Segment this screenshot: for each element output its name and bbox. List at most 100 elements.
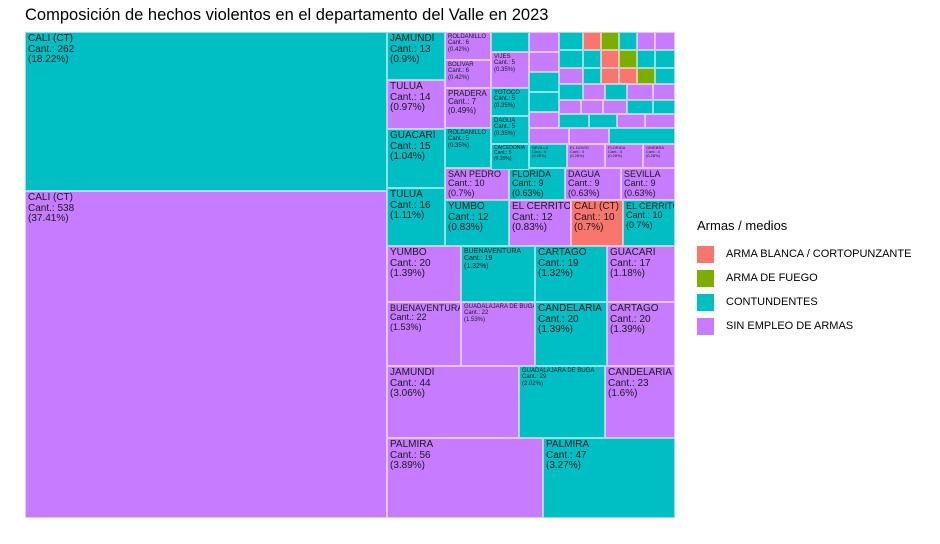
tile-label: JAMUNDÍ Cant.: 44 (3.06%) (390, 367, 435, 400)
tile-percent: (3.27%) (546, 460, 582, 471)
tile-count: Cant.: 56 (390, 449, 431, 461)
tile-name: CALI (CT) (28, 192, 73, 203)
treemap-tile: CARTAGO Cant.: 19 (1.32%) (535, 246, 607, 302)
treemap-tile-small (601, 50, 619, 68)
tile-name: SAN PEDRO (448, 169, 502, 179)
treemap-tile: FLORIDA Cant.: 9 (0.63%) (509, 168, 565, 200)
tile-name: PALMIRA (546, 439, 590, 450)
treemap-tile: CANDELARIA Cant.: 23 (1.6%) (605, 366, 675, 438)
tile-count: Cant.: 14 (390, 91, 431, 103)
tile-percent: (0.28%) (646, 153, 661, 159)
tile-label: FLORIDA Cant.: 4 (0.28%) (608, 145, 625, 159)
tile-percent: (0.35%) (494, 130, 516, 137)
tile-percent: (0.83%) (448, 222, 484, 233)
tile-label: EL CERRITO Cant.: 12 (0.83%) (512, 201, 571, 234)
treemap-tile: BUENAVENTURA Cant.: 19 (1.32%) (461, 246, 535, 302)
tile-name: JAMUNDÍ (390, 33, 435, 44)
tile-percent: (1.32%) (538, 268, 574, 279)
tile-name: VIJES (494, 54, 511, 60)
treemap-tile-small (583, 68, 601, 84)
tile-label: SEVILLA Cant.: 9 (0.63%) (624, 169, 661, 198)
tile-name: GUADALAJARA DE BUGA (464, 304, 535, 310)
tile-name: JAMUNDÍ (390, 367, 435, 378)
treemap-tile: SEVILLA Cant.: 4 (0.28%) (529, 144, 567, 168)
treemap-tile: CALI (CT) Cant.: 10 (0.7%) (571, 200, 623, 246)
tile-percent: (0.49%) (448, 105, 477, 115)
tile-name: GINEBRA (646, 145, 665, 150)
tile-count: Cant.: 5 (494, 96, 516, 103)
tile-name: PALMIRA (390, 439, 434, 450)
treemap-tile-small (645, 114, 675, 128)
tile-name: GUADALAJARA DE BUGA (522, 368, 595, 374)
legend-item: CONTUNDENTES (697, 290, 911, 314)
treemap-tile: VIJES Cant.: 5 (0.35%) (491, 52, 529, 88)
tile-name: BOLÍVAR (448, 62, 474, 68)
treemap-tile-small (559, 32, 583, 50)
treemap-tile-small (655, 32, 675, 50)
treemap-tile-small (627, 84, 653, 100)
treemap-tile: GUADALAJARA DE BUGA Cant.: 29 (2.02%) (519, 366, 605, 438)
treemap-tile-small (619, 68, 637, 84)
treemap-tile-small (619, 50, 637, 68)
legend-label: CONTUNDENTES (726, 296, 818, 308)
tile-label: BOLÍVAR Cant.: 6 (0.42%) (448, 62, 474, 81)
tile-percent: (1.11%) (390, 210, 425, 221)
tile-percent: (3.89%) (390, 460, 426, 471)
tile-count: Cant.: 10 (574, 211, 615, 223)
tile-name: EL CERRITO (512, 201, 571, 212)
tile-name: DAGUA (494, 118, 516, 124)
tile-percent: (0.35%) (494, 66, 516, 73)
tile-percent: (0.28%) (532, 153, 547, 159)
tile-count: Cant.: 6 (448, 40, 470, 47)
tile-name: EL CERRITO (626, 201, 675, 211)
tile-label: TULUÁ Cant.: 14 (0.97%) (390, 81, 431, 114)
tile-percent: (0.28%) (608, 153, 623, 159)
treemap-tile-small (609, 128, 675, 144)
tile-label: BUENAVENTURA Cant.: 22 (1.53%) (390, 303, 460, 332)
treemap-tile: EL CERRITO Cant.: 10 (0.7%) (623, 200, 675, 246)
legend-item: ARMA DE FUEGO (697, 266, 911, 290)
treemap-tile: SAN PEDRO Cant.: 10 (0.7%) (445, 168, 509, 200)
tile-name: SEVILLA (624, 169, 661, 179)
tile-label: GINEBRA Cant.: 4 (0.28%) (646, 145, 665, 159)
treemap-tile: YOTOCO Cant.: 5 (0.35%) (491, 88, 529, 116)
tile-count: Cant.: 262 (28, 43, 75, 55)
treemap-tile-small (637, 50, 655, 68)
treemap-tile-small (559, 100, 581, 114)
tile-percent: (1.32%) (464, 262, 489, 270)
treemap-tile: GUACARÍ Cant.: 17 (1.18%) (607, 246, 675, 302)
tile-name: SEVILLA (532, 145, 549, 150)
tile-label: EL CERRITO Cant.: 10 (0.7%) (626, 201, 675, 230)
tile-count: Cant.: 4 (570, 149, 585, 155)
treemap-tile-small (491, 32, 529, 52)
treemap-tile-small (653, 100, 675, 114)
legend-item: ARMA BLANCA / CORTOPUNZANTE (697, 242, 911, 266)
treemap-tile: PALMIRA Cant.: 56 (3.89%) (387, 438, 543, 518)
treemap-tile-small (529, 112, 559, 128)
treemap-tile: TULUÁ Cant.: 16 (1.11%) (387, 188, 445, 246)
tile-count: Cant.: 9 (568, 178, 600, 189)
tile-name: TULUÁ (390, 189, 423, 200)
tile-count: Cant.: 22 (390, 312, 427, 323)
tile-count: Cant.: 4 (646, 149, 661, 155)
tile-percent: (0.35%) (494, 102, 516, 109)
tile-percent: (1.04%) (390, 151, 426, 162)
treemap-tile: EL CERRITO Cant.: 12 (0.83%) (509, 200, 571, 246)
treemap-tile: CALI (CT) Cant.: 262 (18.22%) (25, 32, 387, 191)
treemap-tile-small (589, 114, 617, 128)
tile-label: FLORIDA Cant.: 9 (0.63%) (512, 169, 551, 198)
tile-label: CANDELARIA Cant.: 23 (1.6%) (608, 367, 672, 400)
tile-name: CANDELARIA (538, 303, 602, 314)
tile-percent: (0.63%) (568, 187, 600, 198)
tile-name: TULUÁ (390, 81, 423, 92)
treemap-tile-small (583, 32, 601, 50)
tile-percent: (0.7%) (626, 219, 653, 230)
tile-name: DAGUA (568, 169, 601, 179)
tile-label: CALI (CT) Cant.: 538 (37.41%) (28, 192, 74, 225)
tile-label: CARTAGO Cant.: 19 (1.32%) (538, 247, 587, 280)
tile-name: CALI (CT) (574, 201, 619, 212)
tile-name: YUMBO (390, 247, 427, 258)
treemap-tile: DAGUA Cant.: 5 (0.35%) (491, 116, 529, 144)
tile-count: Cant.: 23 (608, 377, 649, 389)
tile-count: Cant.: 4 (532, 149, 547, 155)
